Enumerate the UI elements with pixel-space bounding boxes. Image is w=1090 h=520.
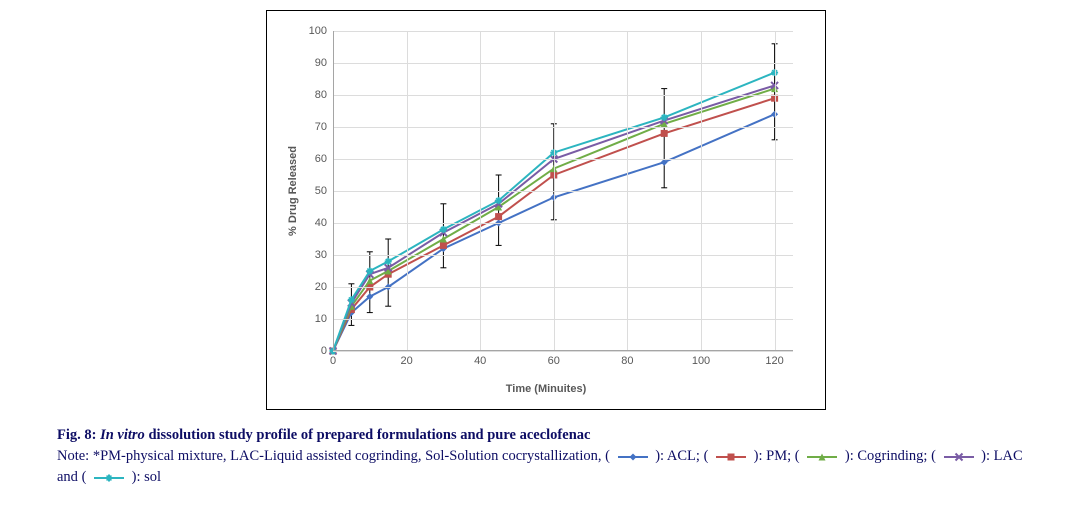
gridline-h [333, 63, 793, 64]
y-tick-label: 80 [315, 89, 327, 101]
y-tick-label: 60 [315, 153, 327, 165]
y-tick-label: 10 [315, 313, 327, 325]
x-axis-title: Time (Minuites) [506, 383, 586, 395]
plot-area: 0102030405060708090100020406080100120 [333, 31, 793, 351]
gridline-h [333, 319, 793, 320]
gridline-h [333, 95, 793, 96]
chart-container: % Drug Released Time (Minuites) 01020304… [266, 10, 826, 410]
legend-label: ACL [667, 448, 696, 464]
gridline-v [775, 31, 776, 351]
x-tick-label: 0 [330, 355, 336, 367]
y-tick-label: 70 [315, 121, 327, 133]
gridline-v [627, 31, 628, 351]
caption-italic: In vitro [100, 427, 145, 443]
y-tick-label: 100 [309, 25, 327, 37]
y-tick-label: 0 [321, 345, 327, 357]
gridline-v [480, 31, 481, 351]
y-axis-title: % Drug Released [287, 146, 299, 236]
x-tick-label: 100 [692, 355, 710, 367]
gridline-h [333, 127, 793, 128]
figure-caption: Fig. 8: In vitro dissolution study profi… [57, 425, 1027, 488]
y-tick-label: 40 [315, 217, 327, 229]
y-tick-label: 50 [315, 185, 327, 197]
gridline-v [701, 31, 702, 351]
gridline-h [333, 159, 793, 160]
caption-note-prefix: Note: *PM-physical mixture, LAC-Liquid a… [57, 448, 605, 464]
x-tick-label: 40 [474, 355, 486, 367]
gridline-h [333, 351, 793, 352]
legend-label: LAC [994, 448, 1023, 464]
y-tick-label: 30 [315, 249, 327, 261]
y-axis-line [333, 31, 334, 351]
gridline-h [333, 287, 793, 288]
y-tick-label: 90 [315, 57, 327, 69]
legend-label: Cogrinding [857, 448, 923, 464]
legend-label: PM [766, 448, 787, 464]
x-tick-label: 80 [621, 355, 633, 367]
x-axis-line [333, 350, 793, 351]
x-tick-label: 120 [765, 355, 783, 367]
gridline-h [333, 191, 793, 192]
gridline-h [333, 31, 793, 32]
gridline-v [407, 31, 408, 351]
gridline-h [333, 255, 793, 256]
gridline-h [333, 223, 793, 224]
caption-fig-label: Fig. 8: [57, 427, 100, 443]
x-tick-label: 20 [400, 355, 412, 367]
caption-rest: dissolution study profile of prepared fo… [145, 427, 591, 443]
legend-label: sol [144, 469, 161, 485]
y-tick-label: 20 [315, 281, 327, 293]
gridline-v [554, 31, 555, 351]
x-tick-label: 60 [548, 355, 560, 367]
